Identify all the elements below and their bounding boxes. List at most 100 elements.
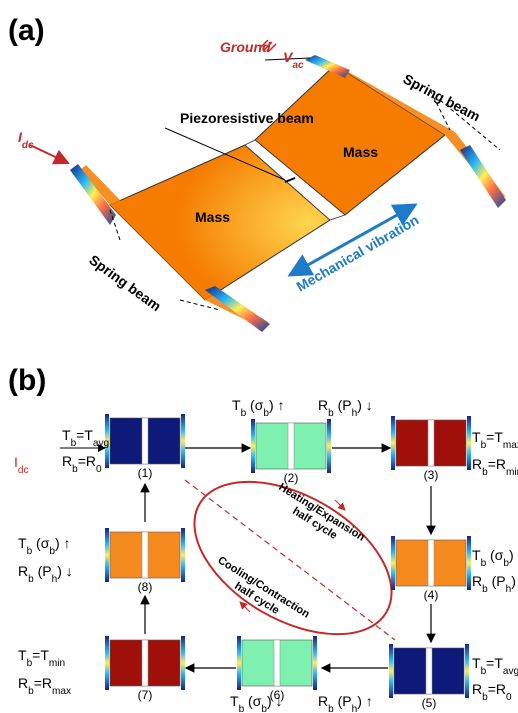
state-label-part: =R [488,456,506,472]
state-label-part: =R [78,453,96,469]
spring [391,536,395,590]
spring [313,636,317,690]
state-label-part: R [472,573,482,589]
mass-label: Mass [195,209,230,225]
gap [142,418,148,464]
state-label: Tb (σb) ↓ [230,693,283,713]
state-label-part: (P [488,573,506,589]
spring [237,636,241,690]
state-number: (8) [138,580,153,594]
state-label-part: ) ↓ [57,563,73,579]
state-label: Rb (Ph) ↓ [18,563,73,585]
state-label-part: 0 [96,464,102,475]
state-number: (5) [422,696,437,710]
state-label-part: ) ↑ [55,535,71,551]
state-label-part: min [49,658,65,669]
spring [465,644,469,698]
spring [391,416,395,470]
spring [467,416,471,470]
state-label-part: ) ↑ [269,397,285,413]
idc-label-part: dc [22,140,34,151]
state-label-part: R [318,693,328,709]
state-label-part: ) ↓ [357,397,373,413]
state-label-part: (P [334,693,352,709]
state-label: Rb=Rmin [472,456,518,478]
state-label-part: (σ [32,535,50,551]
spring [181,414,185,468]
state-label-part: (σ [244,693,262,709]
gap [428,540,434,586]
state-label-part: (σ [246,397,264,413]
state-label-part: R [472,456,482,472]
state-number: (7) [138,688,153,702]
state-label-part: (P [334,397,352,413]
state-box [391,416,471,470]
state-label: Rb=R0 [62,453,102,475]
state-label: Tb (σb) ↓ [472,547,518,569]
state-number: (1) [138,466,153,480]
state-label-part: R [18,675,28,691]
state-box [237,636,317,690]
gap [142,532,148,578]
state-label-part: R [18,563,28,579]
state-label: Tb=Tavg [472,655,518,677]
state-label-part: =R [488,681,506,697]
state-box [391,536,471,590]
state-number: (4) [424,588,439,602]
spring [467,536,471,590]
idc-label: Idc [18,129,34,151]
state-label: Rb (Ph) ↓ [318,397,373,419]
mass-label: Mass [343,144,378,160]
state-label: Tb=Tmin [18,647,65,669]
panel-label: (b) [8,364,46,397]
state-label-part: avg [93,438,109,449]
gap [288,423,294,469]
state-label-part: R [62,453,72,469]
state-label-part: avg [503,666,518,677]
ground-label: Ground [220,39,271,55]
state-label: Rb (Ph) ↑ [472,573,518,595]
state-label-part: =R [34,675,52,691]
state-label: Rb=R0 [472,681,512,703]
state-label-part: min [506,467,518,478]
cycle-label: Cooling/Contractionhalf cycle [209,554,312,631]
state-label-part: R [318,397,328,413]
vac-label: Vac [283,49,304,71]
state-label-part: max [52,686,71,697]
state-label: Tb=Tmax [472,429,518,451]
state-box [105,414,185,468]
state-label: Tb=Tavg [62,427,109,449]
spring [181,528,185,582]
spring [105,528,109,582]
spring-label: Spring beam [86,251,164,314]
state-label-part: =T [32,647,49,663]
state-label-part: ) ↓ [509,547,518,563]
piezo-label: Piezoresistive beam [180,110,314,126]
state-number: (3) [424,468,439,482]
idc-label: Idc [14,454,29,476]
state-label-part: ) ↑ [357,693,373,709]
spring [251,419,255,473]
state-label: Tb (σb) ↑ [232,397,285,419]
state-label: Rb (Ph) ↑ [318,693,373,713]
state-box [105,528,185,582]
state-label-part: ) ↓ [267,693,283,709]
figure: (a) Ground Piezoresistive beam Mass Mass… [0,0,518,713]
spring [181,636,185,690]
vac-label-part: ac [292,60,304,71]
gap [142,640,148,686]
state-box [251,419,331,473]
state-label: Tb (σb) ↑ [18,535,71,557]
state-label-part: ) ↑ [511,573,518,589]
state-label-part: R [472,681,482,697]
state-label-part: (σ [486,547,504,563]
gap [428,420,434,466]
state-label: Rb=Rmax [18,675,71,697]
state-label-part: max [503,440,518,451]
gap [426,648,432,694]
panel-label: (a) [8,14,45,47]
state-box [389,644,469,698]
state-label-part: =T [486,429,503,445]
cycle-label: Heating/Expansionhalf cycle [270,481,367,555]
spring [389,644,393,698]
